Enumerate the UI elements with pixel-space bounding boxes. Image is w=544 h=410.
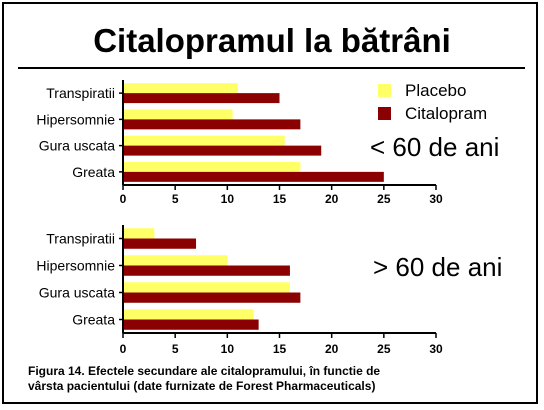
panel-2-x-tick-label-7: 30 xyxy=(429,342,443,356)
legend-label-placebo: Placebo xyxy=(405,81,466,100)
panel-2-x-tick-label-3: 10 xyxy=(221,342,235,356)
panel-1-x-tick-label-6: 25 xyxy=(377,192,391,206)
figure-frame xyxy=(2,2,538,404)
panel-2-age-annotation: > 60 de ani xyxy=(373,252,502,282)
panel-2-x-tick-label-4: 15 xyxy=(273,342,287,356)
panel-2-x-tick-label-6: 25 xyxy=(377,342,391,356)
panel-1-bar-citalopram-3 xyxy=(123,145,322,156)
panel-2-bar-placebo-3 xyxy=(123,282,290,293)
panel-1-bar-placebo-2 xyxy=(123,109,233,120)
panel-1-category-label-4: Greata xyxy=(72,164,115,180)
panel-2-bar-citalopram-2 xyxy=(123,265,290,276)
panel-2-bar-placebo-1 xyxy=(123,228,155,239)
panel-1-category-label-1: Transpiratii xyxy=(46,85,115,101)
title-divider xyxy=(18,67,525,69)
panel-1-x-tick-label-3: 10 xyxy=(221,192,235,206)
panel-2-category-label-3: Gura uscata xyxy=(39,285,115,301)
legend-swatch-placebo xyxy=(378,84,391,97)
panel-2-bar-citalopram-1 xyxy=(123,238,197,249)
panel-1-bar-citalopram-2 xyxy=(123,119,301,130)
figure-caption: Figura 14. Efectele secundare ale citalo… xyxy=(28,364,528,394)
panel-1-bar-placebo-4 xyxy=(123,161,301,172)
panel-1-bar-citalopram-1 xyxy=(123,93,280,104)
panel-2-bar-placebo-2 xyxy=(123,255,228,266)
panel-2-bar-citalopram-4 xyxy=(123,319,259,330)
panel-2-bar-placebo-4 xyxy=(123,309,254,320)
panel-2-bar-citalopram-3 xyxy=(123,292,301,303)
legend-swatch-citalopram xyxy=(378,107,391,120)
panel-2-x-tick-label-5: 20 xyxy=(325,342,339,356)
legend-label-citalopram: Citalopram xyxy=(405,104,487,123)
panel-1-age-annotation: < 60 de ani xyxy=(370,132,499,162)
caption-line-2: vârsta pacientului (date furnizate de Fo… xyxy=(28,379,376,393)
panel-1-bar-citalopram-4 xyxy=(123,171,384,182)
panel-2-x-tick-label-1: 0 xyxy=(120,342,127,356)
panel-1-x-tick-label-7: 30 xyxy=(429,192,443,206)
caption-line-1: Figura 14. Efectele secundare ale citalo… xyxy=(28,364,381,378)
panel-1-x-tick-label-4: 15 xyxy=(273,192,287,206)
panel-2-category-label-4: Greata xyxy=(72,312,115,328)
panel-2-category-label-1: Transpiratii xyxy=(46,231,115,247)
panel-2-category-label-2: Hipersomnie xyxy=(36,258,115,274)
panel-1-category-label-3: Gura uscata xyxy=(39,138,115,154)
panel-1-x-tick-label-5: 20 xyxy=(325,192,339,206)
page-title: Citalopramul la bătrâni xyxy=(93,22,451,59)
panel-1-x-tick-label-2: 5 xyxy=(172,192,179,206)
panel-1-x-tick-label-1: 0 xyxy=(120,192,127,206)
panel-1-bar-placebo-1 xyxy=(123,83,238,94)
panel-2-x-tick-label-2: 5 xyxy=(172,342,179,356)
panel-1-category-label-2: Hipersomnie xyxy=(36,111,115,127)
panel-1-bar-placebo-3 xyxy=(123,135,285,146)
